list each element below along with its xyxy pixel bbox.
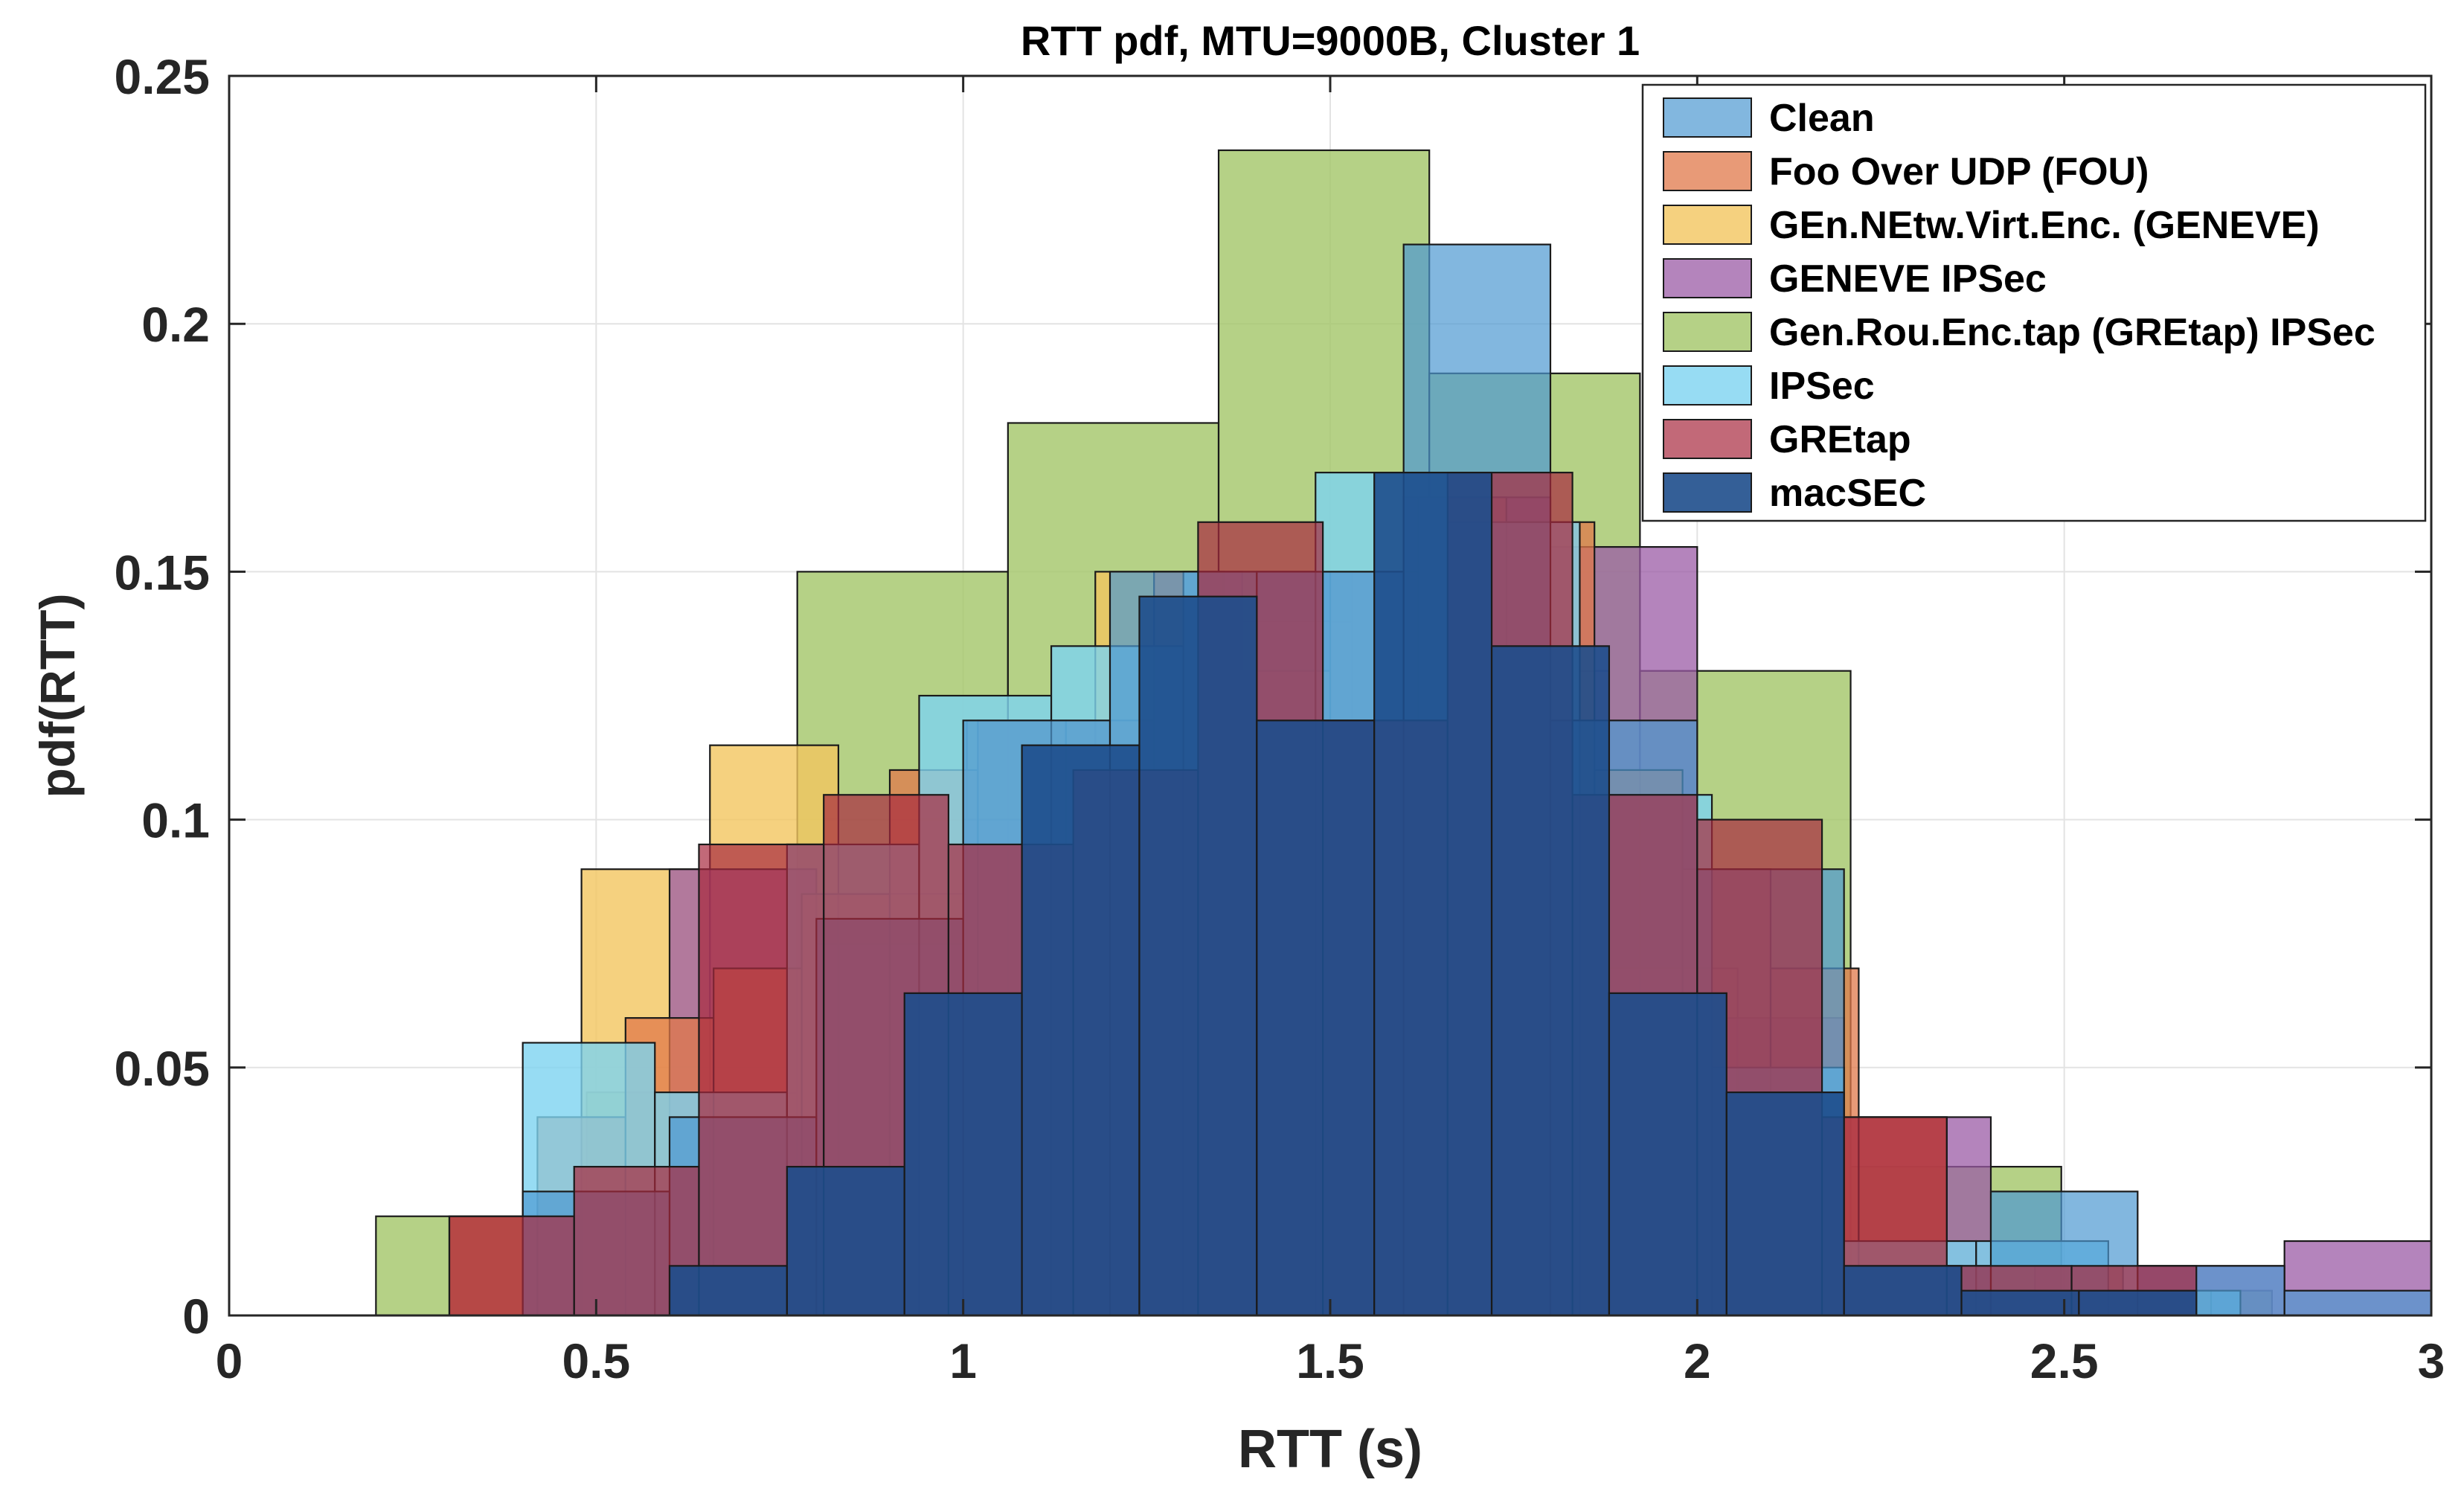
bar [668,1265,788,1317]
series-7 [668,472,2198,1317]
legend-swatch [1663,419,1752,459]
legend-swatch [1663,312,1752,352]
legend-label: GENEVE IPSec [1769,257,2047,301]
x-tick-label: 3 [2418,1333,2445,1388]
legend-label: Gen.Rou.Enc.tap (GREtap) IPSec [1769,311,2375,354]
y-tick-label: 0.1 [141,793,210,848]
ticks-layer: 0 0.5 1 1.5 2 2.5 3 0 0.05 0.1 0.15 0.2 0.25 [115,49,2445,1388]
bar [1843,1265,1963,1317]
bar [1960,1289,2080,1317]
bar [1021,744,1140,1317]
x-tick-label: 2.5 [2030,1333,2099,1388]
legend-swatch [1663,205,1752,245]
legend-label: Clean [1769,97,1875,140]
bar [448,1215,575,1317]
legend-label: GREtap [1769,418,1911,461]
bar [1608,992,1727,1317]
x-tick-label: 1.5 [1296,1333,1364,1388]
legend-swatch [1663,365,1752,405]
legend-label: IPSec [1769,365,1875,408]
x-tick-label: 2 [1684,1333,1711,1388]
legend-label: Foo Over UDP (FOU) [1769,150,2149,193]
bar [1490,645,1611,1317]
bar [1725,1092,1845,1317]
legend-label: GEn.NEtw.Virt.Enc. (GENEVE) [1769,204,2320,247]
chart-title: RTT pdf, MTU=9000B, Cluster 1 [1021,17,1640,64]
legend-box [1641,83,2427,522]
y-tick-label: 0.2 [141,297,210,352]
bar [2283,1289,2433,1317]
bar [1138,595,1258,1317]
legend-swatch [1663,97,1752,138]
x-axis-label: RTT (s) [1238,1420,1422,1479]
bars-layer [375,149,2433,1317]
y-tick-label: 0 [182,1289,210,1344]
legend: Clean Foo Over UDP (FOU) GEn.NEtw.Virt.Enc… [1641,83,2427,522]
y-axis-label: pdf(RTT) [30,594,85,798]
bar [1256,719,1376,1317]
legend-swatch [1663,258,1752,298]
x-tick-label: 0 [216,1333,243,1388]
x-tick-label: 1 [949,1333,977,1388]
legend-swatch [1663,151,1752,191]
bar [1373,472,1493,1317]
bar [786,1165,905,1317]
y-tick-label: 0.15 [115,545,210,600]
bar [2078,1289,2198,1317]
x-tick-label: 0.5 [562,1333,630,1388]
y-tick-label: 0.25 [115,49,210,104]
legend-swatch [1663,472,1752,513]
y-tick-label: 0.05 [115,1041,210,1096]
legend-label: macSEC [1769,472,1926,515]
bar [903,992,1023,1317]
